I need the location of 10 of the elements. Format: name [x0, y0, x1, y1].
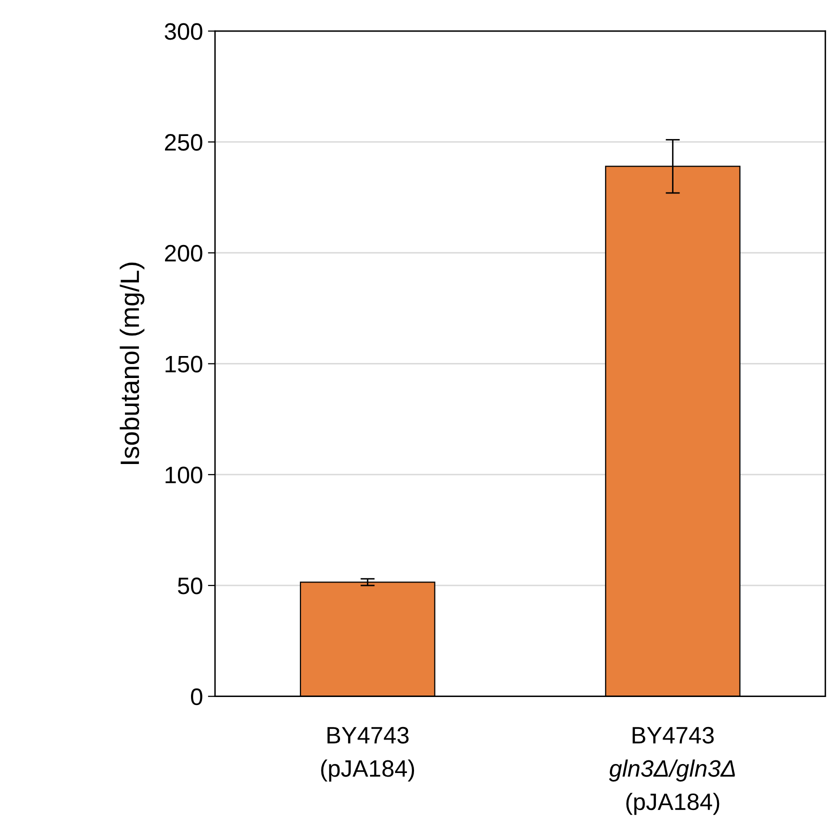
- y-tick-label: 150: [166, 356, 202, 373]
- y-tick-label: 50: [178, 578, 202, 594]
- y-tick-label: 200: [165, 244, 202, 262]
- x-tick-label: BY4743 (pJA184): [321, 726, 414, 782]
- x-tick-label: BY4743 gln3Δ/gln3Δ (pJA184): [609, 726, 735, 815]
- y-tick-label: 300: [164, 23, 202, 40]
- y-tick-label: 100: [166, 466, 202, 484]
- y-tick-label: 250: [165, 134, 202, 151]
- y-axis-title: Isobutanol (mg/L): [120, 262, 144, 464]
- y-tick-label: 0: [191, 688, 202, 706]
